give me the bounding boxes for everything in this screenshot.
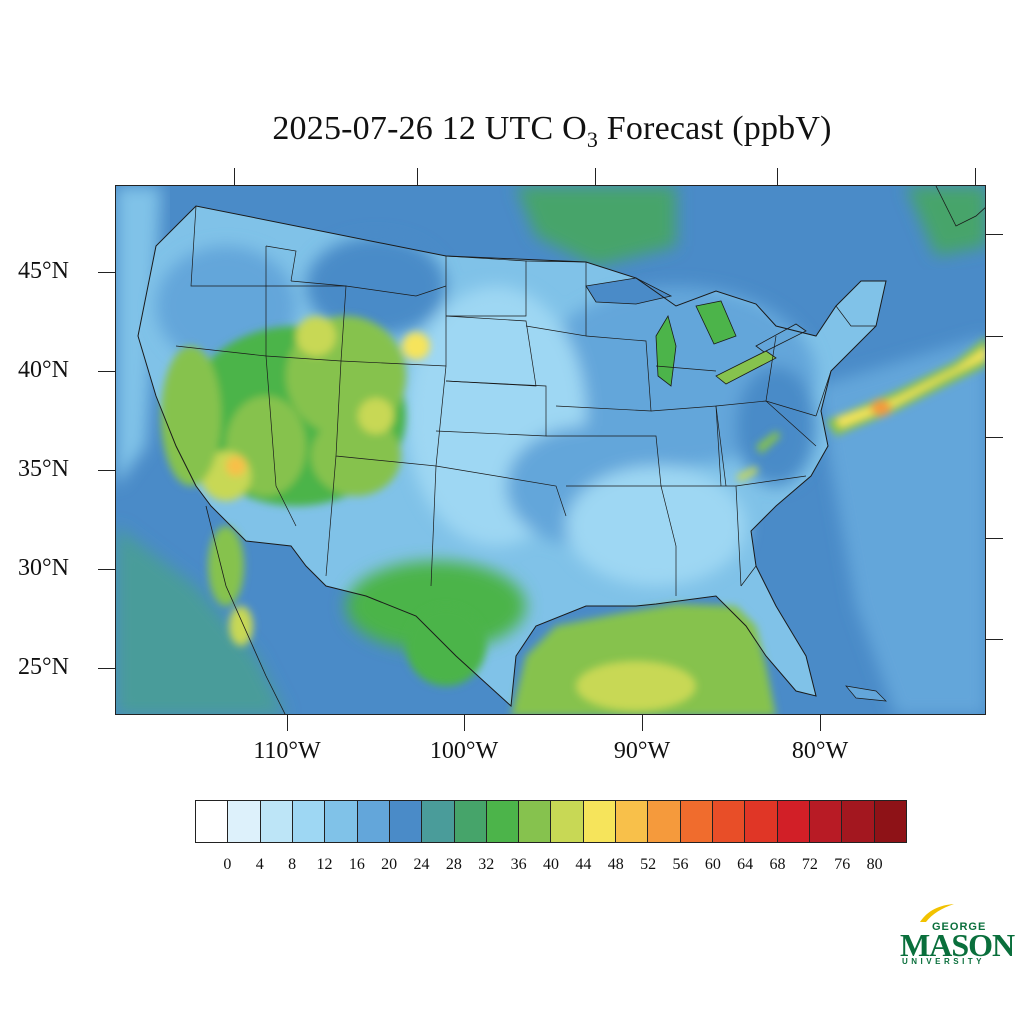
- coastline: [137, 205, 887, 708]
- colorbar-tick-label: 60: [704, 856, 721, 873]
- left-tick: [98, 569, 115, 570]
- colorbar-swatch: [325, 801, 358, 842]
- map-canvas: [116, 186, 985, 714]
- colorbar-tick-label: 68: [769, 856, 786, 873]
- right-tick: [986, 639, 1003, 640]
- colorbar-tick-label: 8: [288, 856, 297, 873]
- colorbar-swatch: [745, 801, 778, 842]
- colorbar-tick-label: 16: [348, 856, 365, 873]
- title-subscript: 3: [586, 126, 599, 152]
- logo-main-text: MASON: [900, 927, 1015, 963]
- colorbar-tick-label: 44: [575, 856, 592, 873]
- colorbar-tick-label: 12: [316, 856, 333, 873]
- colorbar-tick-label: 32: [478, 856, 495, 873]
- title-prefix: 2025-07-26 12 UTC O: [272, 110, 587, 147]
- colorbar-tick-label: 28: [445, 856, 462, 873]
- colorbar-swatch: [680, 801, 713, 842]
- longitude-label: 90°W: [613, 738, 671, 764]
- colorbar-tick-label: 72: [801, 856, 818, 873]
- colorbar-swatch: [519, 801, 552, 842]
- bottom-tick: [820, 715, 821, 731]
- pacific-teal-field: [116, 526, 285, 714]
- colorbar-tick-label: 24: [413, 856, 430, 873]
- colorbar-tick-label: 48: [607, 856, 624, 873]
- top-tick: [777, 168, 778, 185]
- colorbar-swatch: [357, 801, 390, 842]
- colorbar-swatch: [551, 801, 584, 842]
- bottom-tick: [642, 715, 643, 731]
- right-tick: [986, 336, 1003, 337]
- bottom-tick: [287, 715, 288, 731]
- colorbar-tick-label: 56: [672, 856, 689, 873]
- colorbar-swatch: [809, 801, 843, 842]
- colorbar-tick-label: 64: [737, 856, 754, 873]
- atlantic-field: [816, 336, 985, 714]
- colorbar-swatch: [616, 801, 649, 842]
- ozone-forecast-map: [115, 185, 986, 715]
- western-high-ozone: [161, 316, 486, 686]
- colorbar-swatch: [196, 801, 229, 842]
- bottom-tick: [464, 715, 465, 731]
- longitude-label: 110°W: [253, 738, 321, 764]
- colorbar-swatch: [260, 801, 293, 842]
- map-title: 2025-07-26 12 UTC O3 Forecast (ppbV): [0, 110, 1024, 153]
- longitude-label: 80°W: [791, 738, 849, 764]
- colorbar-swatch: [842, 801, 875, 842]
- colorbar-swatch: [874, 801, 906, 842]
- george-mason-logo: GEORGE MASON UNIVERSITY: [896, 900, 1015, 970]
- top-tick: [595, 168, 596, 185]
- great-lakes: [585, 277, 807, 387]
- colorbar-tick-label: 36: [510, 856, 527, 873]
- top-tick: [234, 168, 235, 185]
- colorbar-swatch: [583, 801, 617, 842]
- title-suffix: Forecast (ppbV): [598, 110, 832, 147]
- colorbar-tick-label: 40: [543, 856, 559, 873]
- latitude-label: 40°N: [18, 357, 69, 383]
- right-tick: [986, 437, 1003, 438]
- canada-green-field: [516, 186, 676, 266]
- colorbar-tick-label: 4: [255, 856, 264, 873]
- baja-coast: [205, 505, 286, 714]
- right-tick: [986, 538, 1003, 539]
- colorbar-swatch: [486, 801, 520, 842]
- latitude-label: 30°N: [18, 555, 69, 581]
- colorbar-swatch: [292, 801, 326, 842]
- gulf-yellow-field: [576, 661, 696, 711]
- atlantic-ozone-plume: [736, 337, 985, 482]
- latitude-label: 35°N: [18, 456, 69, 482]
- northeast-green-field: [906, 186, 985, 256]
- colorbar-swatch: [422, 801, 455, 842]
- colorbar-tick-label: 52: [640, 856, 657, 873]
- right-tick: [986, 234, 1003, 235]
- colorbar-swatch: [389, 801, 423, 842]
- left-tick: [98, 371, 115, 372]
- colorbar-tick-label: 76: [834, 856, 851, 873]
- colorbar-swatch: [454, 801, 487, 842]
- left-tick: [98, 668, 115, 669]
- colorbar-tick-label: 80: [866, 856, 883, 873]
- colorbar-swatch: [713, 801, 746, 842]
- logo-swoosh-icon: [920, 904, 954, 922]
- colorbar-swatch: [648, 801, 681, 842]
- left-tick: [98, 470, 115, 471]
- logo-bottom-text: UNIVERSITY: [902, 957, 986, 966]
- colorbar-legend: [195, 800, 907, 843]
- bahamas-islands: [845, 685, 887, 702]
- latitude-label: 45°N: [18, 258, 69, 284]
- colorbar-tick-label: 0: [223, 856, 232, 873]
- left-tick: [98, 272, 115, 273]
- longitude-label: 100°W: [429, 738, 499, 764]
- state-boundaries: [175, 205, 876, 596]
- canada-coast: [935, 186, 985, 227]
- latitude-label: 25°N: [18, 654, 69, 680]
- colorbar-tick-label: 20: [381, 856, 398, 873]
- top-tick: [975, 168, 976, 185]
- land-texture: [156, 236, 816, 651]
- logo-top-text: GEORGE: [932, 921, 987, 933]
- colorbar-swatch: [228, 801, 261, 842]
- colorbar-swatch: [777, 801, 810, 842]
- top-tick: [417, 168, 418, 185]
